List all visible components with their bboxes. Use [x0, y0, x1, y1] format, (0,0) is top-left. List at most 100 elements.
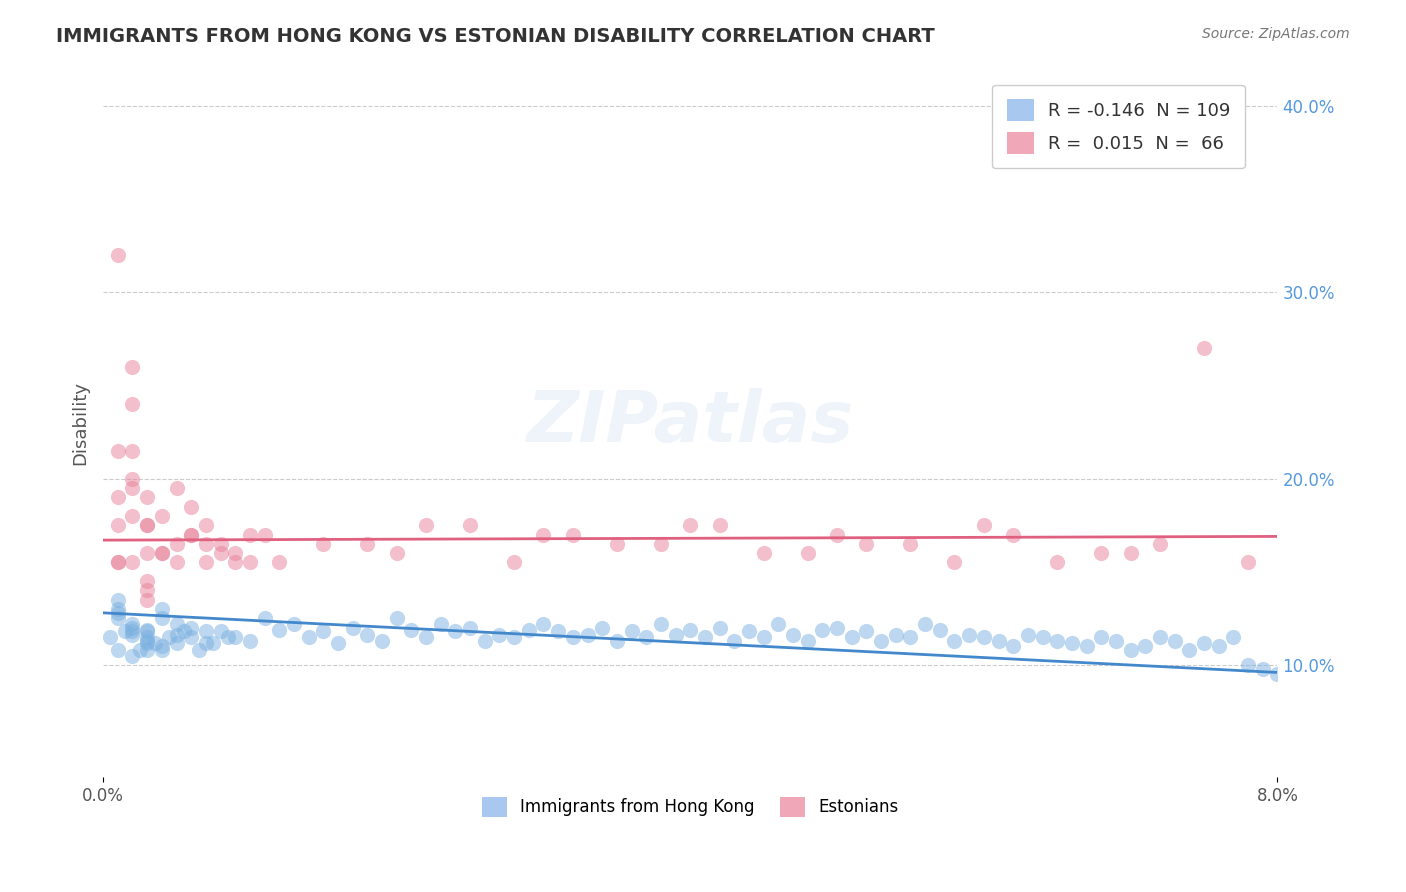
Point [796, 633, 818, 648]
Point [224, 556, 246, 570]
Point [239, 633, 262, 648]
Point [312, 624, 335, 639]
Point [547, 624, 569, 639]
Point [194, 556, 217, 570]
Point [136, 592, 159, 607]
Point [517, 623, 540, 637]
Point [180, 630, 202, 644]
Point [150, 611, 173, 625]
Point [1002, 527, 1025, 541]
Point [1192, 341, 1215, 355]
Text: ZIPatlas: ZIPatlas [527, 388, 853, 458]
Point [239, 556, 262, 570]
Point [1192, 635, 1215, 649]
Point [900, 630, 922, 644]
Point [150, 640, 173, 654]
Point [385, 546, 408, 560]
Point [136, 518, 159, 533]
Point [356, 537, 378, 551]
Point [107, 490, 129, 504]
Point [136, 574, 159, 589]
Point [121, 472, 143, 486]
Point [107, 592, 129, 607]
Point [503, 556, 526, 570]
Point [752, 546, 775, 560]
Point [1149, 537, 1171, 551]
Point [1222, 630, 1244, 644]
Point [1017, 628, 1039, 642]
Point [841, 630, 863, 644]
Point [679, 518, 702, 533]
Point [1267, 667, 1289, 681]
Point [503, 630, 526, 644]
Point [914, 617, 936, 632]
Point [194, 518, 217, 533]
Point [253, 527, 276, 541]
Legend: Immigrants from Hong Kong, Estonians: Immigrants from Hong Kong, Estonians [474, 789, 907, 825]
Point [136, 623, 159, 637]
Point [107, 443, 129, 458]
Point [121, 628, 143, 642]
Point [458, 621, 481, 635]
Point [107, 248, 129, 262]
Point [458, 518, 481, 533]
Point [121, 443, 143, 458]
Point [136, 624, 159, 639]
Point [474, 633, 496, 648]
Point [429, 617, 451, 632]
Point [811, 623, 834, 637]
Point [738, 624, 761, 639]
Point [1046, 556, 1069, 570]
Point [1046, 633, 1069, 648]
Point [166, 481, 188, 495]
Y-axis label: Disability: Disability [72, 381, 89, 465]
Point [356, 628, 378, 642]
Point [187, 643, 209, 657]
Point [150, 508, 173, 523]
Point [1002, 640, 1025, 654]
Point [173, 624, 195, 639]
Point [636, 630, 658, 644]
Point [150, 546, 173, 560]
Point [752, 630, 775, 644]
Point [166, 628, 188, 642]
Point [107, 602, 129, 616]
Point [768, 617, 790, 632]
Point [709, 621, 731, 635]
Point [114, 624, 136, 639]
Point [136, 643, 159, 657]
Point [180, 527, 202, 541]
Point [121, 481, 143, 495]
Point [121, 617, 143, 632]
Text: Source: ZipAtlas.com: Source: ZipAtlas.com [1202, 27, 1350, 41]
Point [150, 546, 173, 560]
Point [650, 617, 672, 632]
Point [107, 518, 129, 533]
Point [385, 611, 408, 625]
Point [253, 611, 276, 625]
Point [136, 546, 159, 560]
Point [150, 602, 173, 616]
Point [121, 621, 143, 635]
Point [121, 397, 143, 411]
Point [415, 630, 437, 644]
Point [217, 630, 239, 644]
Point [957, 628, 980, 642]
Point [561, 527, 583, 541]
Point [121, 359, 143, 374]
Point [166, 556, 188, 570]
Point [269, 623, 291, 637]
Point [224, 630, 246, 644]
Point [269, 556, 291, 570]
Point [973, 518, 995, 533]
Point [401, 623, 423, 637]
Point [987, 633, 1010, 648]
Point [1237, 556, 1260, 570]
Point [209, 624, 232, 639]
Point [121, 556, 143, 570]
Point [194, 635, 217, 649]
Point [533, 527, 555, 541]
Point [166, 635, 188, 649]
Point [121, 624, 143, 639]
Point [900, 537, 922, 551]
